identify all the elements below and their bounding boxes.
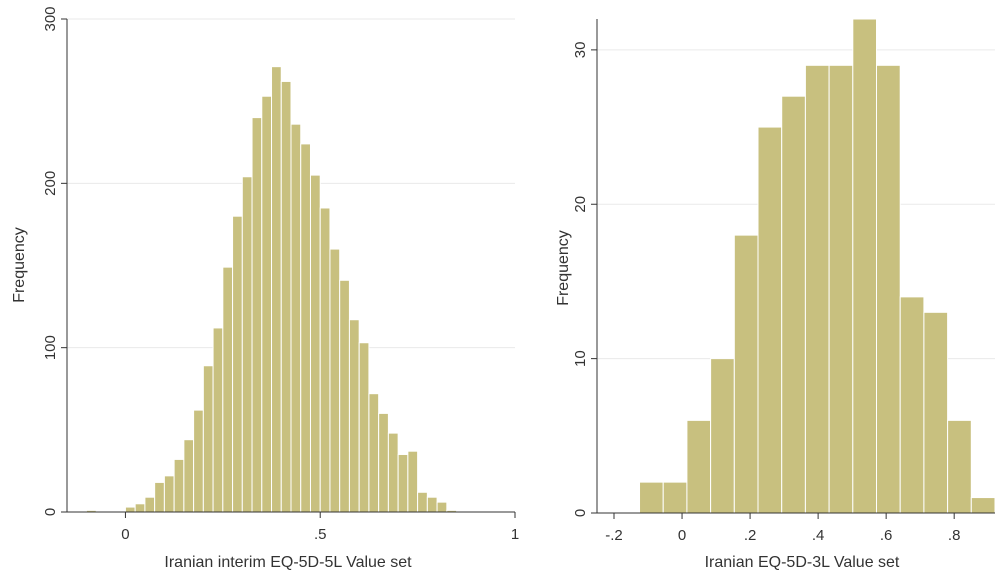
histogram-bar — [947, 419, 972, 514]
x-tick-label: .6 — [880, 527, 893, 544]
histogram-bar — [852, 18, 878, 514]
histogram-bar — [662, 481, 688, 514]
histogram-bar — [710, 358, 735, 514]
histogram-bar — [368, 393, 380, 513]
x-axis-label: Iranian interim EQ-5D-5L Value set — [164, 554, 412, 571]
histogram-bar — [193, 409, 204, 513]
histogram-bar — [300, 143, 311, 513]
histogram-bar — [319, 207, 331, 513]
histogram-bar — [923, 311, 949, 514]
histogram-bar — [733, 234, 759, 514]
y-tick-label: 300 — [42, 6, 59, 31]
histogram-bar — [397, 453, 409, 513]
x-tick-label: 1 — [511, 526, 519, 543]
histogram-bar — [183, 439, 195, 513]
histogram-bar — [436, 501, 448, 513]
y-tick-label: 30 — [572, 42, 589, 59]
x-tick-label: .4 — [812, 527, 825, 544]
y-axis-label: Frequency — [555, 230, 572, 306]
histogram-bar — [251, 117, 263, 513]
histogram-bar — [163, 475, 175, 513]
histogram-bar — [202, 365, 214, 513]
histogram-bar — [828, 64, 854, 514]
histogram-bar — [876, 64, 901, 514]
y-axis-label: Frequency — [11, 227, 28, 303]
histogram-bar — [144, 496, 156, 513]
histogram-bar — [804, 64, 830, 514]
bars — [85, 66, 458, 513]
histogram-eq5d-3l: 0 10 20 30 -.2 0 .2 .4 .6 .8 Iranian EQ-5D-3L Va… — [555, 18, 996, 571]
histogram-bar — [241, 176, 253, 513]
histogram-bar — [378, 412, 389, 513]
histogram-bar — [212, 327, 224, 513]
x-ticks: 0.5 1 — [121, 512, 519, 543]
histogram-bar — [339, 279, 350, 513]
histogram-bar — [154, 481, 165, 513]
x-tick-label: 0 — [121, 526, 129, 543]
histogram-bar — [417, 491, 428, 513]
histogram-bar — [232, 215, 243, 513]
histogram-bar — [290, 123, 302, 513]
x-ticks: -.2 0 .2 .4 .6 .8 — [605, 513, 960, 544]
axes — [596, 19, 995, 514]
histogram-bar — [329, 248, 341, 513]
y-tick-label: 200 — [42, 171, 59, 196]
x-tick-label: 0 — [678, 527, 686, 544]
histogram-bar — [271, 66, 282, 513]
histogram-bar — [222, 266, 234, 513]
x-tick-label: .5 — [314, 526, 327, 543]
histogram-bar — [173, 458, 185, 513]
histogram-bar — [124, 506, 136, 513]
bars — [639, 18, 996, 514]
histogram-bar — [348, 319, 360, 513]
histogram-bar — [309, 174, 321, 513]
axes — [66, 19, 515, 513]
x-tick-label: -.2 — [605, 527, 623, 544]
histogram-bar — [686, 419, 712, 514]
y-tick-label: 0 — [572, 509, 589, 517]
histogram-bar — [970, 497, 996, 514]
y-tick-label: 0 — [42, 508, 59, 516]
histogram-bar — [426, 496, 438, 513]
histogram-bar — [261, 95, 273, 513]
y-tick-label: 20 — [572, 196, 589, 213]
histogram-bar — [899, 296, 925, 514]
histogram-bar — [781, 95, 806, 514]
x-axis-label: Iranian EQ-5D-3L Value set — [705, 554, 900, 571]
histogram-bar — [134, 503, 146, 513]
x-tick-label: .2 — [744, 527, 757, 544]
histogram-bar — [280, 80, 292, 513]
histogram-bar — [387, 432, 399, 513]
histogram-bar — [757, 126, 783, 514]
x-tick-label: .8 — [948, 527, 961, 544]
y-tick-label: 100 — [42, 335, 59, 360]
y-ticks: 0 100 200 300 — [42, 6, 67, 516]
histogram-bar — [639, 481, 664, 514]
histogram-bar — [407, 450, 419, 513]
y-tick-label: 10 — [572, 350, 589, 367]
histogram-bar — [358, 342, 370, 513]
y-ticks: 0 10 20 30 — [572, 42, 597, 517]
